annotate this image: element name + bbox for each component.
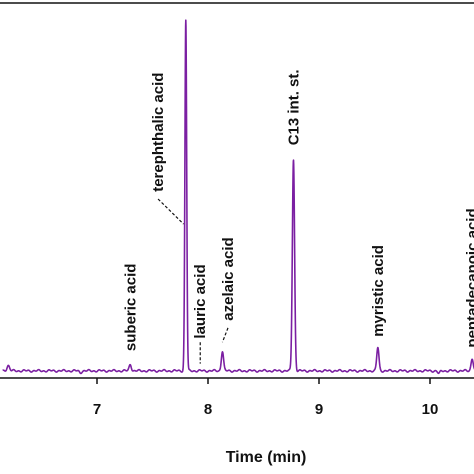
chromatogram-trace [2, 19, 474, 375]
x-axis-ticks: 7 8 9 10 [93, 378, 439, 418]
peak-label: myristic acid [370, 245, 387, 337]
peak-leader-line [157, 198, 185, 225]
x-tick-label: 7 [93, 401, 101, 418]
peak-label: lauric acid [192, 264, 209, 338]
peak-label: suberic acid [122, 264, 139, 352]
peak-label: azelaic acid [220, 237, 237, 320]
x-tick-label: 10 [422, 401, 439, 418]
plot-frame [0, 2, 474, 379]
x-tick-label: 8 [204, 401, 212, 418]
peak-annotations: suberic acid terephthalic acid lauric acid… [122, 69, 474, 364]
peak-leader-line [221, 327, 229, 343]
peak-label: terephthalic acid [150, 73, 167, 192]
x-axis-title: Time (min) [226, 449, 307, 466]
x-tick-label: 9 [315, 401, 323, 418]
peak-label: pentadecanoic acid [464, 208, 474, 347]
chromatogram-trace-group [2, 19, 474, 375]
peak-label: C13 int. st. [286, 69, 303, 145]
